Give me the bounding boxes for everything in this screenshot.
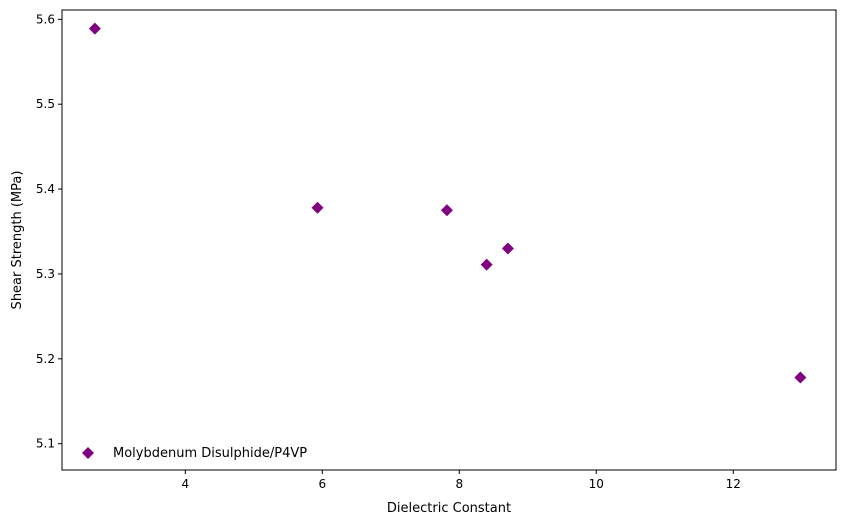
data-point [794,371,807,384]
x-tick-label: 10 [589,477,604,491]
y-axis-label: Shear Strength (MPa) [10,171,25,310]
y-axis-ticks: 5.1 5.2 5.3 5.4 5.5 5.6 [36,12,62,451]
plot-area [61,9,837,471]
x-tick-label: 12 [726,477,741,491]
data-point [311,201,324,214]
legend-marker [82,447,94,459]
x-axis-ticks: 4 6 8 10 12 [181,470,741,491]
y-tick-label: 5.6 [36,12,55,26]
x-tick-label: 4 [181,477,189,491]
y-tick-label: 5.2 [36,352,55,366]
y-tick-label: 5.4 [36,182,55,196]
y-tick-label: 5.3 [36,267,55,281]
x-axis-label: Dielectric Constant [387,501,511,516]
data-point [88,22,101,35]
y-tick-label: 5.5 [36,97,55,111]
y-tick-label: 5.1 [36,437,55,451]
data-points [88,22,807,384]
data-point [480,258,493,271]
legend-label: Molybdenum Disulphide/P4VP [113,446,307,461]
data-point [440,204,453,217]
legend-diamond-icon [82,447,94,459]
legend: Molybdenum Disulphide/P4VP [82,446,307,461]
data-point [501,242,514,255]
x-tick-label: 6 [318,477,326,491]
x-tick-label: 8 [455,477,463,491]
